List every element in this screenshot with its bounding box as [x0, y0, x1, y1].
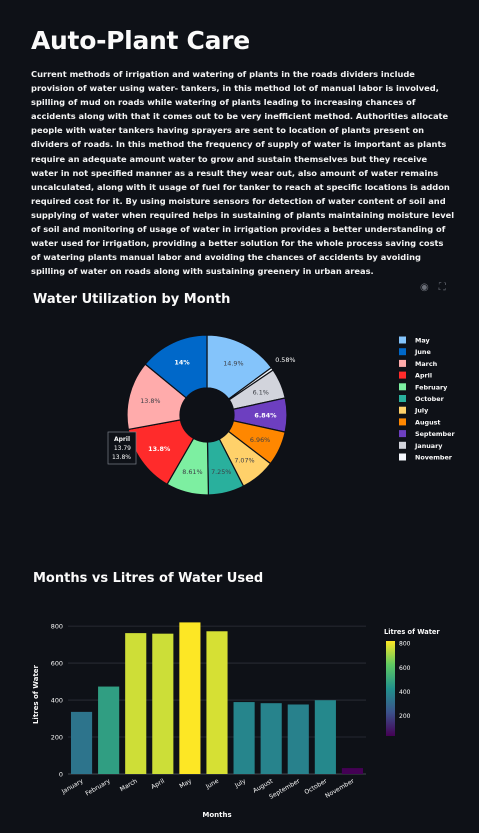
colorbar-tick-400: 400 [399, 689, 411, 696]
legend-swatch-november [399, 453, 406, 461]
legend-label-march: March [415, 360, 438, 368]
pie-label-august: 6.96% [250, 436, 270, 444]
legend-swatch-august [399, 418, 406, 426]
x-tick-july: July [233, 778, 247, 790]
legend-label-february: February [415, 383, 448, 391]
page-title: Auto-Plant Care [31, 26, 250, 55]
legend-swatch-july [399, 406, 406, 414]
y-tick-600: 600 [51, 660, 63, 668]
x-tick-november: November [324, 777, 356, 799]
colorbar-tick-800: 800 [399, 641, 411, 648]
pie-label-november: 0.58% [275, 356, 295, 364]
pie-label-june: 14% [174, 359, 190, 367]
page-description: Current methods of irrigation and wateri… [31, 69, 455, 277]
legend-item-june: June [399, 348, 431, 356]
colorbar-tick-600: 600 [399, 665, 411, 672]
legend-label-january: January [414, 442, 443, 450]
x-tick-february: February [84, 778, 112, 798]
bar-march [125, 633, 147, 774]
bar-july [233, 702, 255, 774]
legend-item-january: January [399, 441, 443, 450]
pie-chart: 14.9% 0.58% 6.1% 6.84% 6.96% 7.07%7.25% 8.61% 1… [107, 334, 455, 496]
legend-item-may: May [399, 336, 430, 345]
legend-item-october: October [399, 395, 445, 403]
legend-label-november: November [415, 454, 453, 462]
y-tick-0: 0 [59, 771, 63, 779]
pie-slice-june [144, 334, 208, 399]
legend-swatch-october [399, 395, 406, 402]
x-tick-january: January [60, 778, 85, 796]
colorbar-title: Litres of Water [384, 628, 440, 636]
legend-label-april: April [415, 372, 432, 380]
pie-label-may: 14.9% [223, 359, 243, 367]
legend-item-september: September [399, 430, 455, 438]
pie-label-january: 6.1% [253, 388, 269, 396]
legend-label-september: September [415, 430, 455, 438]
y-tick-400: 400 [51, 697, 63, 705]
x-tick-march: March [119, 778, 139, 794]
bar-chart: 0 200 400 600 800 January February March April Ma… [32, 622, 440, 819]
legend-swatch-may [399, 336, 406, 344]
pie-label-october: 7.25% [211, 468, 231, 476]
bar-february [98, 686, 120, 774]
legend-swatch-january [399, 441, 406, 449]
legend-label-august: August [415, 418, 440, 426]
colorbar-tick-200: 200 [399, 713, 411, 720]
x-axis-title: Months [202, 811, 231, 819]
x-tick-june: June [204, 778, 220, 791]
pie-label-september: 6.84% [254, 412, 277, 420]
tooltip-label: April [114, 436, 130, 443]
y-tick-800: 800 [51, 623, 63, 631]
y-axis-title: Litres of Water [32, 664, 40, 724]
legend-item-november: November [399, 453, 453, 462]
tooltip-value: 13.79 [114, 445, 131, 452]
fullscreen-icon[interactable]: ⛶ [438, 282, 446, 293]
bar-may [179, 622, 201, 774]
x-tick-september: September [268, 777, 302, 800]
pie-label-april: 13.8% [148, 445, 171, 453]
y-tick-200: 200 [51, 734, 63, 742]
legend-label-june: June [414, 348, 431, 356]
bar-august [260, 703, 282, 774]
x-tick-april: April [150, 778, 166, 791]
camera-icon[interactable]: ◉ [420, 282, 429, 293]
chart-modebar: ◉ ⛶ [420, 282, 446, 293]
legend-item-february: February [399, 383, 448, 391]
bar-september [287, 704, 309, 774]
legend-swatch-june [399, 348, 406, 356]
legend-swatch-february [399, 383, 406, 391]
pie-hover-tooltip: April 13.79 13.8% [107, 431, 137, 465]
legend-item-july: July [399, 406, 429, 415]
bar-june [206, 631, 228, 774]
pie-label-february: 8.61% [182, 468, 202, 476]
pie-chart-title: Water Utilization by Month [33, 292, 231, 307]
legend-label-october: October [415, 395, 445, 403]
bar-january [70, 711, 93, 774]
legend-swatch-september [399, 430, 406, 438]
legend-label-may: May [415, 337, 430, 345]
tooltip-box [107, 431, 137, 465]
pie-slice-may [206, 334, 273, 400]
legend-item-march: March [399, 359, 438, 368]
tooltip-percent: 13.8% [112, 454, 131, 461]
legend-label-july: July [414, 407, 429, 415]
legend-swatch-april [399, 371, 406, 379]
bar-october [314, 700, 336, 774]
bar-november [341, 768, 364, 774]
bar-april [152, 633, 174, 774]
legend-item-april: April [399, 371, 432, 380]
pie-label-march: 13.8% [140, 397, 160, 405]
pie-label-july: 7.07% [234, 456, 254, 464]
legend-item-august: August [399, 418, 440, 426]
colorbar [386, 641, 395, 736]
legend-swatch-march [399, 359, 406, 367]
bar-chart-title: Months vs Litres of Water Used [33, 571, 264, 586]
x-tick-may: May [178, 778, 193, 791]
